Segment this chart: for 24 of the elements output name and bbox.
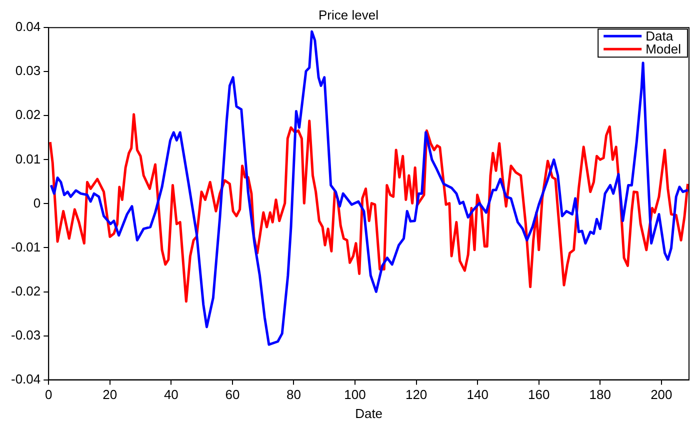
y-tick-label: -0.04: [10, 371, 41, 386]
y-tick-label: 0.04: [15, 19, 41, 34]
x-tick-label: 40: [164, 387, 178, 402]
y-tick-label: 0: [33, 195, 41, 210]
legend-label: Model: [646, 42, 682, 57]
x-tick-label: 60: [225, 387, 240, 402]
x-axis-title: Date: [355, 406, 383, 421]
y-tick-label: -0.03: [10, 327, 41, 342]
y-tick-label: 0.01: [15, 151, 41, 166]
x-tick-label: 180: [589, 387, 611, 402]
x-tick-label: 80: [286, 387, 301, 402]
x-tick-label: 200: [650, 387, 672, 402]
y-tick-label: 0.03: [15, 63, 41, 78]
legend-label: Data: [646, 28, 674, 44]
y-tick-label: -0.02: [10, 283, 41, 298]
x-tick-label: 100: [344, 387, 366, 402]
x-tick-label: 160: [528, 387, 550, 402]
x-tick-label: 0: [45, 387, 52, 402]
x-tick-label: 120: [405, 387, 428, 402]
y-tick-label: 0.02: [15, 107, 41, 122]
x-tick-label: 20: [102, 387, 118, 402]
x-tick-label: 140: [466, 387, 488, 402]
chart-title: Price level: [318, 7, 379, 22]
y-tick-label: -0.01: [10, 239, 41, 254]
